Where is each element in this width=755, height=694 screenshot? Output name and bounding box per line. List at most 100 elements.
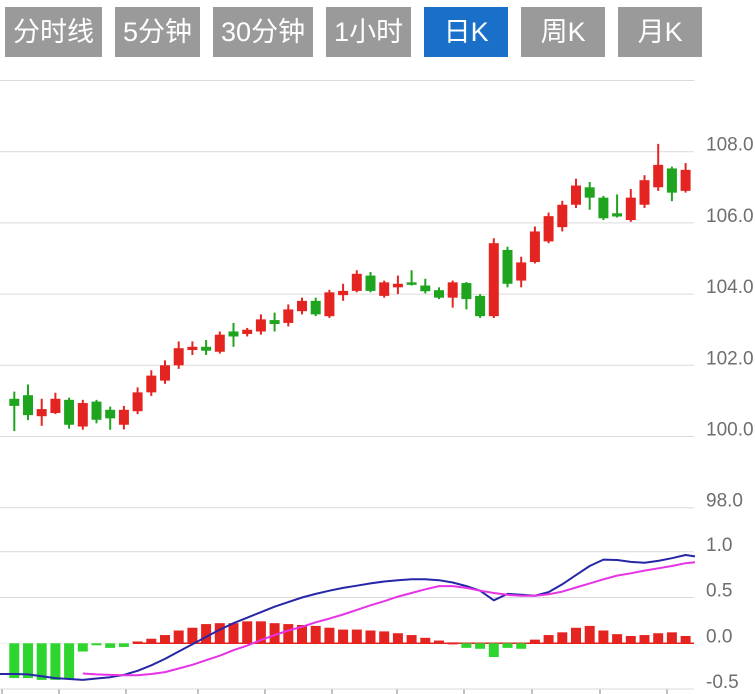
candle-body[interactable] [146, 375, 157, 393]
candle-body[interactable] [242, 329, 253, 334]
macd-histogram-bar [310, 625, 321, 644]
candle-body[interactable] [132, 392, 143, 412]
timeframe-button-monthly-k[interactable]: 月K [618, 7, 703, 57]
macd-axis-label: 0.0 [706, 626, 732, 647]
candle-body[interactable] [118, 409, 129, 425]
macd-histogram-bar [406, 635, 417, 644]
macd-histogram-bar [351, 629, 362, 644]
macd-histogram-bar [242, 621, 253, 644]
candle-body[interactable] [680, 169, 691, 191]
candle-body[interactable] [160, 365, 170, 381]
macd-histogram-bar [475, 643, 486, 649]
candle-body[interactable] [488, 243, 499, 317]
macd-histogram-bar [639, 635, 650, 644]
candle-body[interactable] [310, 300, 321, 315]
candle-body[interactable] [666, 168, 677, 193]
candle-body[interactable] [105, 409, 116, 419]
candle-body[interactable] [584, 187, 595, 198]
candle-body[interactable] [516, 262, 527, 281]
candle-body[interactable] [351, 273, 362, 291]
price-axis-label: 102.0 [706, 348, 754, 369]
macd-axis-label: -0.5 [706, 672, 739, 693]
candle-body[interactable] [50, 398, 61, 414]
macd-histogram-bar [612, 634, 623, 644]
candle-body[interactable] [639, 180, 650, 205]
macd-histogram-bar [255, 621, 266, 644]
macd-histogram-bar [283, 624, 294, 644]
macd-histogram-bar [201, 624, 212, 644]
macd-histogram-bar [50, 643, 61, 680]
price-axis-label: 106.0 [706, 206, 754, 227]
macd-histogram-bar [379, 631, 390, 644]
macd-line-dea [82, 561, 696, 677]
candle-body[interactable] [529, 231, 540, 263]
candle-body[interactable] [406, 282, 417, 285]
candle-body[interactable] [557, 204, 568, 228]
macd-histogram-bar [529, 639, 540, 644]
macd-histogram-bar [557, 632, 568, 644]
candle-body[interactable] [64, 399, 75, 425]
candle-body[interactable] [297, 300, 307, 312]
candle-body[interactable] [420, 285, 431, 292]
candle-body[interactable] [461, 283, 472, 300]
macd-histogram-bar [680, 635, 691, 644]
candle-body[interactable] [392, 283, 403, 288]
macd-histogram-bar [77, 643, 88, 652]
macd-histogram-bar [584, 625, 595, 644]
candle-body[interactable] [201, 346, 212, 351]
candle-body[interactable] [91, 401, 102, 420]
macd-histogram-bar [365, 630, 376, 644]
candle-body[interactable] [187, 346, 198, 350]
macd-histogram-bar [132, 641, 143, 644]
timeframe-button-minute-line[interactable]: 分时线 [5, 7, 102, 57]
macd-histogram-bar [324, 627, 335, 644]
candle-body[interactable] [571, 185, 581, 205]
candle-body[interactable] [283, 309, 294, 323]
candle-body[interactable] [255, 319, 266, 332]
candle-body[interactable] [598, 197, 609, 219]
candle-body[interactable] [23, 395, 33, 416]
candle-body[interactable] [625, 197, 636, 221]
macd-histogram-bar [516, 643, 527, 649]
timeframe-button-5min[interactable]: 5分钟 [115, 7, 201, 57]
timeframe-button-weekly-k[interactable]: 周K [521, 7, 606, 57]
price-axis-label: 104.0 [706, 277, 754, 298]
candle-body[interactable] [653, 164, 664, 188]
macd-histogram-bar [118, 643, 129, 647]
candle-body[interactable] [502, 249, 513, 284]
candle-body[interactable] [447, 282, 458, 298]
macd-histogram-bar [598, 630, 609, 644]
candle-body[interactable] [36, 409, 47, 417]
timeframe-button-1hour[interactable]: 1小时 [326, 7, 412, 57]
macd-histogram-bar [543, 635, 554, 644]
candle-body[interactable] [365, 275, 376, 291]
candle-body[interactable] [338, 290, 349, 296]
candle-body[interactable] [77, 403, 88, 427]
candle-body[interactable] [324, 292, 335, 317]
candle-body[interactable] [543, 216, 554, 242]
candle-body[interactable] [434, 290, 444, 298]
macd-histogram-bar [571, 627, 581, 644]
candle-body[interactable] [379, 282, 390, 296]
macd-histogram-bar [420, 637, 431, 644]
timeframe-button-30min[interactable]: 30分钟 [213, 7, 314, 57]
macd-histogram-bar [338, 629, 349, 644]
timeframe-button-daily-k[interactable]: 日K [424, 7, 509, 57]
macd-axis-label: 0.5 [706, 581, 732, 602]
macd-histogram-bar [64, 643, 75, 679]
macd-line-dif [0, 554, 696, 681]
candle-body[interactable] [9, 398, 20, 406]
macd-histogram-bar [502, 643, 513, 648]
candle-body[interactable] [475, 295, 486, 317]
candle-body[interactable] [228, 331, 239, 337]
macd-histogram-bar [434, 640, 444, 644]
macd-histogram-bar [269, 623, 280, 644]
macd-histogram-bar [461, 643, 472, 648]
candle-body[interactable] [612, 213, 623, 217]
candle-body[interactable] [214, 334, 225, 352]
candle-body[interactable] [173, 348, 184, 366]
macd-histogram-bar [447, 642, 458, 645]
candle-body[interactable] [269, 320, 280, 325]
